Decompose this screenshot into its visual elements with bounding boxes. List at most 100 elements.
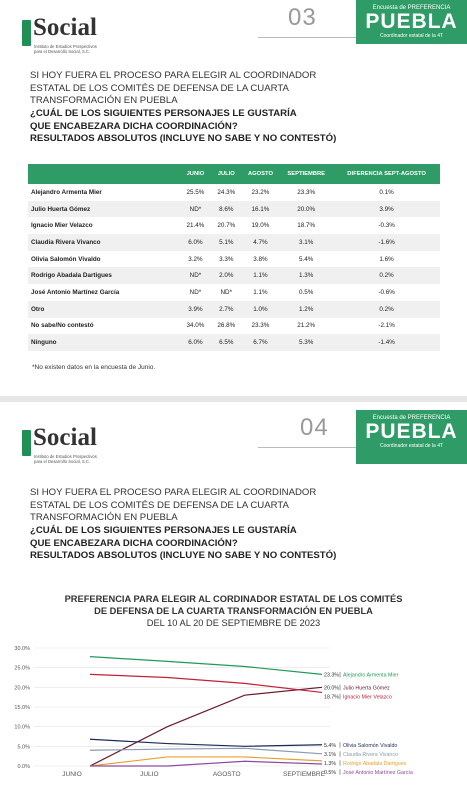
- cell: -1.6%: [333, 234, 440, 251]
- banner-text: Encuesta de PREFERENCIA: [372, 5, 451, 11]
- legend-label: Alejandro Armenta Mier: [343, 672, 399, 678]
- row-name: Alejandro Armenta Mier: [31, 188, 102, 196]
- cell: 3.2%: [188, 255, 203, 263]
- question-bold-line: QUE ENCABEZARA DICHA COORDINACIÓN?: [30, 120, 238, 132]
- logo-name: Social: [33, 14, 97, 41]
- page-number: 03: [288, 4, 317, 31]
- page-separator: [0, 396, 467, 402]
- question-bold-line: ¿CUÁL DE LOS SIGUIENTES PERSONAJES LE GU…: [30, 525, 297, 536]
- cell: 6.0%: [180, 234, 211, 251]
- y-tick-label: 5.0%: [17, 744, 30, 750]
- end-value-label: 1.3%: [324, 761, 336, 767]
- cell: 21.2%: [297, 322, 316, 330]
- question-bold-line: QUE ENCABEZARA DICHA COORDINACIÓN?: [30, 537, 238, 549]
- cell: 3.9%: [333, 200, 440, 218]
- series-line: [89, 673, 323, 694]
- table-row: Otro 3.9% 2.7% 1.0% 1.2% 0.2%: [28, 300, 440, 318]
- question-line: SI HOY FUERA EL PROCESO PARA ELEGIR AL C…: [30, 70, 317, 81]
- y-tick-label: 25.0%: [14, 666, 30, 672]
- cell: 1.1%: [241, 267, 280, 285]
- banner-title: PUEBLA: [365, 420, 458, 443]
- cell: 16.1%: [241, 200, 280, 218]
- table-row: Rodrigo Abadala Dartigues ND* 2.0% 1.1% 1.3%…: [28, 267, 440, 285]
- row-name: Rodrigo Abadala Dartigues: [28, 267, 180, 285]
- cell: 1.3%: [279, 267, 334, 285]
- end-value-label: 0.5%: [324, 770, 336, 776]
- cell: 2.0%: [210, 267, 242, 285]
- cell: 26.8%: [217, 322, 236, 330]
- header-cell: [28, 164, 180, 184]
- banner-text: Encuesta de PREFERENCIA: [372, 415, 451, 421]
- logo-tagline: Instituto de Estudios Prospectivos: [34, 44, 97, 49]
- series-line: [89, 686, 323, 767]
- logo-icon: [22, 20, 31, 46]
- header-cell: JULIO: [210, 164, 242, 184]
- cell: 1.0%: [241, 300, 280, 318]
- cell: 23.2%: [251, 188, 270, 196]
- cell: 5.3%: [279, 334, 334, 351]
- legend-label: Rodrigo Abadala Dartigues: [343, 761, 407, 767]
- cell: -2.1%: [378, 322, 395, 330]
- banner: Encuesta de PREFERENCIA PUEBLA Coordinador…: [356, 0, 467, 44]
- row-name: Ignacio Mier Velazco: [31, 222, 93, 230]
- cell: 34.0%: [186, 322, 205, 330]
- footnote: *No existen datos en la encuesta de Juni…: [32, 364, 156, 371]
- row-name: Olivia Salomón Vivaldo: [31, 255, 101, 263]
- cell: 23.3%: [251, 322, 270, 330]
- legend-label: Julio Huerta Gómez: [343, 685, 390, 691]
- legend-label: José Antonio Martínez García: [343, 770, 413, 776]
- end-value-label: 18.7%: [324, 694, 339, 700]
- cell: -1.4%: [333, 334, 440, 351]
- page-rule: [258, 37, 356, 38]
- cell: 3.8%: [253, 255, 268, 263]
- cell: 3.3%: [219, 255, 234, 263]
- banner-text: Coordinador estatal de la 4T: [379, 443, 444, 449]
- logo-tagline: Instituto de Estudios Prospectivos: [34, 454, 97, 459]
- cell: 0.2%: [333, 267, 440, 285]
- table-row: Alejandro Armenta Mier 25.5% 24.3% 23.2% 23.…: [28, 184, 440, 201]
- cell: 6.7%: [241, 334, 280, 351]
- banner-text: Coordinador estatal de la 4T: [379, 33, 444, 39]
- header-cell: SEPTIEMBRE: [279, 164, 334, 184]
- legend-label: Claudia Rivera Vivanco: [343, 752, 398, 758]
- logo-tagline: para el Desarrollo Social, S.C.: [34, 459, 91, 464]
- table-row: José Antonio Martínez García ND* ND* 1.1% 0.…: [28, 284, 440, 301]
- chart-title: DE DEFENSA DE LA CUARTA TRANSFORMACIÓN E…: [94, 606, 373, 616]
- cell: ND*: [189, 288, 202, 296]
- question-line: TRANSFORMACIÓN EN PUEBLA: [30, 95, 178, 106]
- y-tick-label: 20.0%: [14, 685, 30, 691]
- x-tick-label: AGOSTO: [213, 771, 241, 778]
- y-tick-label: 0.0%: [17, 764, 30, 770]
- table-row: Ignacio Mier Velazco 21.4% 20.7% 19.0% 18.7%…: [28, 217, 440, 234]
- row-name: Julio Huerta Gómez: [28, 200, 180, 218]
- cell: 1.6%: [379, 255, 394, 263]
- series-line: [89, 747, 323, 755]
- results-table: JUNIO JULIO AGOSTO SEPTIEMBRE DIFERENCIA SEP…: [28, 164, 440, 351]
- logo-icon: [22, 430, 31, 456]
- cell: ND*: [180, 200, 211, 218]
- x-tick-label: JUNIO: [62, 771, 82, 778]
- y-tick-label: 10.0%: [14, 725, 30, 731]
- question-bold-line: RESULTADOS ABSOLUTOS (INCLUYE NO SABE Y …: [30, 550, 337, 561]
- row-name: Otro: [28, 300, 180, 318]
- page-rule: [258, 447, 356, 448]
- series-line: [89, 738, 323, 747]
- legend-label: Olivia Salomón Vivaldo: [343, 743, 397, 749]
- logo-tagline: para el Desarrollo Social, S.C.: [34, 49, 91, 54]
- cell: 19.0%: [251, 222, 270, 230]
- banner: Encuesta de PREFERENCIA PUEBLA Coordinador…: [356, 410, 467, 464]
- question-line: SI HOY FUERA EL PROCESO PARA ELEGIR AL C…: [30, 487, 317, 498]
- cell: ND*: [220, 288, 233, 296]
- cell: 5.4%: [299, 255, 314, 263]
- end-value-label: 23.3%: [324, 672, 339, 678]
- table-row: Olivia Salomón Vivaldo 3.2% 3.3% 3.8% 5.4% 1.…: [28, 251, 440, 268]
- cell: 0.5%: [299, 288, 314, 296]
- cell: 8.6%: [210, 200, 242, 218]
- header-cell: JUNIO: [180, 164, 211, 184]
- chart-subtitle: DEL 10 AL 20 DE SEPTIEMBRE DE 2023: [146, 618, 321, 628]
- cell: -0.3%: [378, 222, 395, 230]
- x-tick-label: SEPTIEMBRE: [283, 771, 326, 778]
- x-tick-label: JULIO: [140, 771, 158, 778]
